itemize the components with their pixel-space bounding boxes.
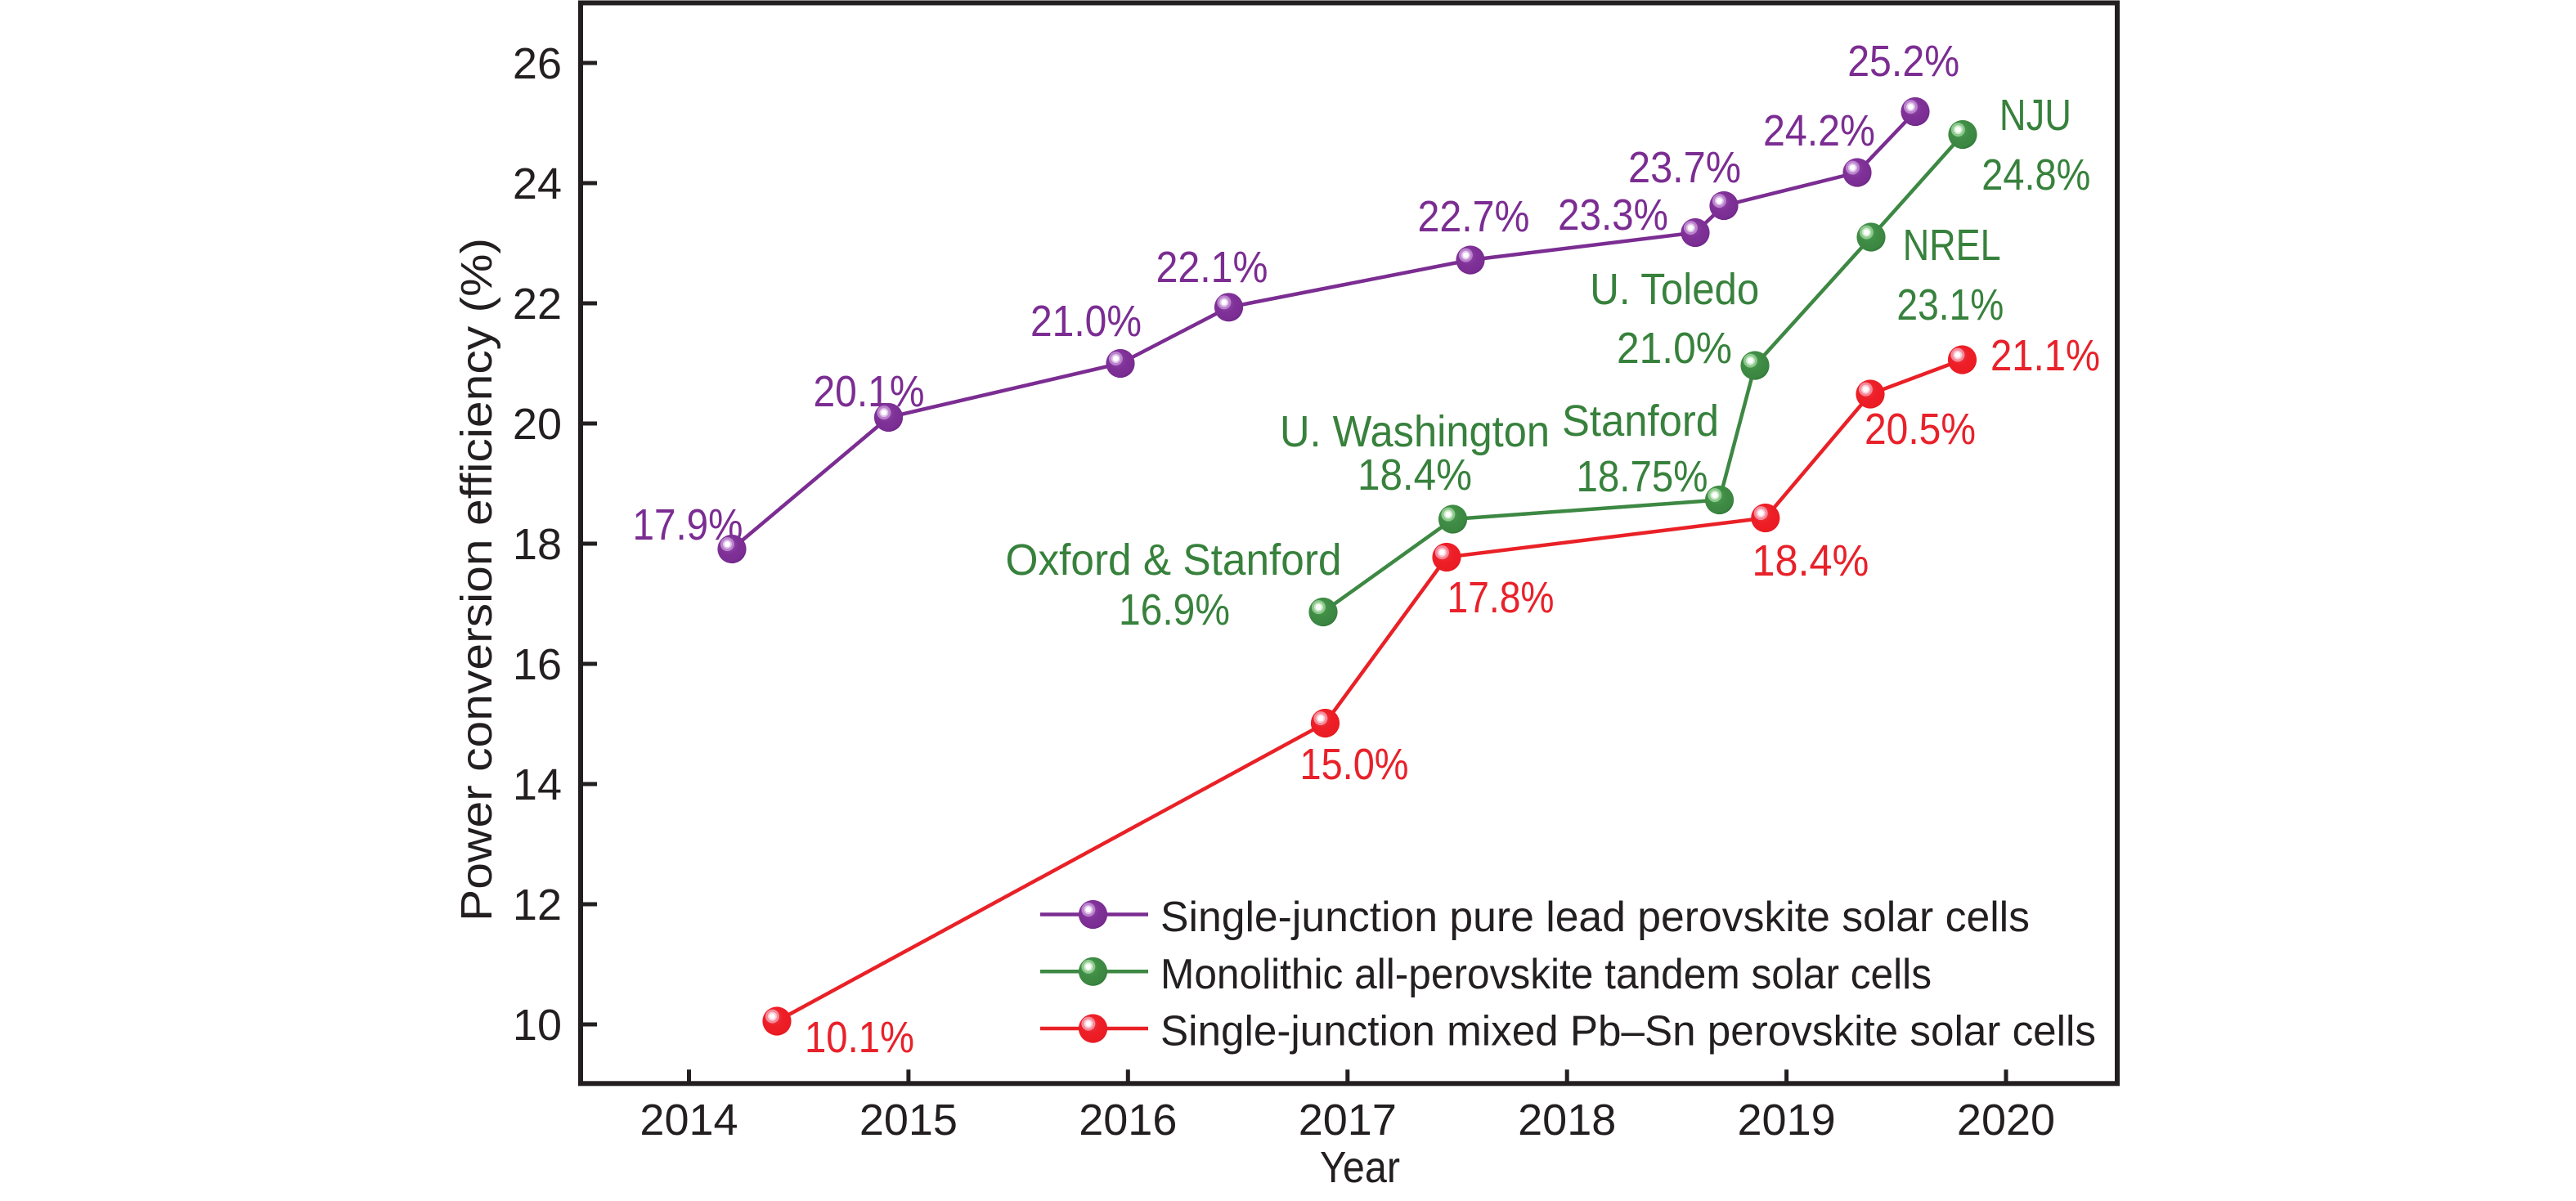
svg-text:14: 14 — [513, 760, 562, 809]
svg-text:21.0%: 21.0% — [1617, 324, 1732, 373]
svg-text:23.1%: 23.1% — [1896, 280, 2004, 329]
svg-text:18.4%: 18.4% — [1752, 536, 1869, 585]
svg-text:2019: 2019 — [1738, 1096, 1836, 1145]
svg-text:Oxford & Stanford: Oxford & Stanford — [1006, 536, 1342, 585]
svg-text:26: 26 — [513, 39, 562, 88]
svg-text:17.8%: 17.8% — [1447, 573, 1555, 622]
svg-text:16.9%: 16.9% — [1119, 585, 1230, 634]
svg-text:18.75%: 18.75% — [1577, 452, 1708, 501]
svg-text:2016: 2016 — [1079, 1096, 1177, 1145]
svg-text:10: 10 — [513, 1001, 562, 1050]
svg-text:22.7%: 22.7% — [1418, 192, 1530, 241]
svg-text:12: 12 — [513, 881, 562, 930]
svg-text:16: 16 — [513, 640, 562, 689]
svg-text:21.1%: 21.1% — [1990, 331, 2100, 380]
svg-text:NREL: NREL — [1903, 221, 2001, 270]
svg-text:20.1%: 20.1% — [814, 367, 925, 416]
svg-text:22: 22 — [513, 280, 562, 329]
svg-text:Single-junction mixed Pb–Sn pe: Single-junction mixed Pb–Sn perovskite s… — [1160, 1008, 2096, 1055]
svg-text:24: 24 — [513, 159, 562, 208]
svg-text:Single-junction pure lead pero: Single-junction pure lead perovskite sol… — [1160, 894, 2030, 941]
svg-text:20.5%: 20.5% — [1865, 405, 1976, 454]
svg-text:Stanford: Stanford — [1562, 397, 1719, 446]
svg-text:23.3%: 23.3% — [1558, 190, 1668, 240]
svg-text:21.0%: 21.0% — [1030, 297, 1142, 346]
svg-text:Power conversion efficiency (%: Power conversion efficiency (%) — [452, 238, 501, 921]
svg-text:U. Washington: U. Washington — [1280, 407, 1550, 456]
svg-text:10.1%: 10.1% — [805, 1013, 914, 1062]
svg-text:24.8%: 24.8% — [1981, 150, 2090, 199]
svg-text:Year: Year — [1320, 1143, 1400, 1192]
svg-text:2020: 2020 — [1957, 1096, 2055, 1145]
svg-text:2017: 2017 — [1299, 1096, 1397, 1145]
svg-text:2014: 2014 — [640, 1096, 738, 1145]
svg-text:18: 18 — [513, 520, 562, 569]
svg-text:2018: 2018 — [1518, 1096, 1616, 1145]
svg-text:22.1%: 22.1% — [1156, 243, 1268, 292]
svg-text:25.2%: 25.2% — [1847, 37, 1959, 86]
svg-text:18.4%: 18.4% — [1358, 450, 1472, 500]
svg-text:24.2%: 24.2% — [1763, 106, 1875, 155]
svg-text:2015: 2015 — [859, 1096, 958, 1145]
svg-text:Monolithic all-perovskite tand: Monolithic all-perovskite tandem solar c… — [1160, 951, 1932, 998]
svg-text:U. Toledo: U. Toledo — [1590, 265, 1759, 314]
svg-text:NJU: NJU — [1999, 91, 2071, 140]
svg-text:23.7%: 23.7% — [1628, 143, 1741, 192]
svg-text:15.0%: 15.0% — [1300, 740, 1409, 789]
svg-text:20: 20 — [513, 400, 562, 449]
